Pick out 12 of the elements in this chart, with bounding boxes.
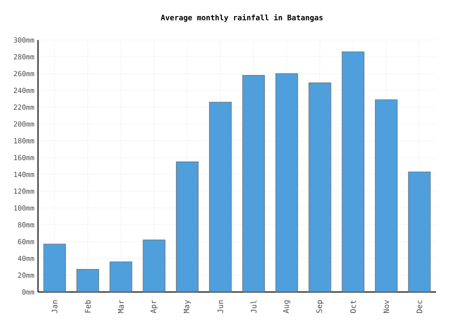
bar (275, 73, 298, 292)
bar (76, 269, 100, 292)
bar (110, 261, 132, 292)
bar (374, 99, 398, 292)
bar (176, 161, 199, 292)
bar (408, 172, 431, 292)
bar (142, 240, 166, 292)
bar (342, 51, 364, 292)
bar (242, 74, 265, 292)
bar (43, 244, 66, 292)
bar (209, 102, 232, 292)
bar (308, 82, 332, 292)
